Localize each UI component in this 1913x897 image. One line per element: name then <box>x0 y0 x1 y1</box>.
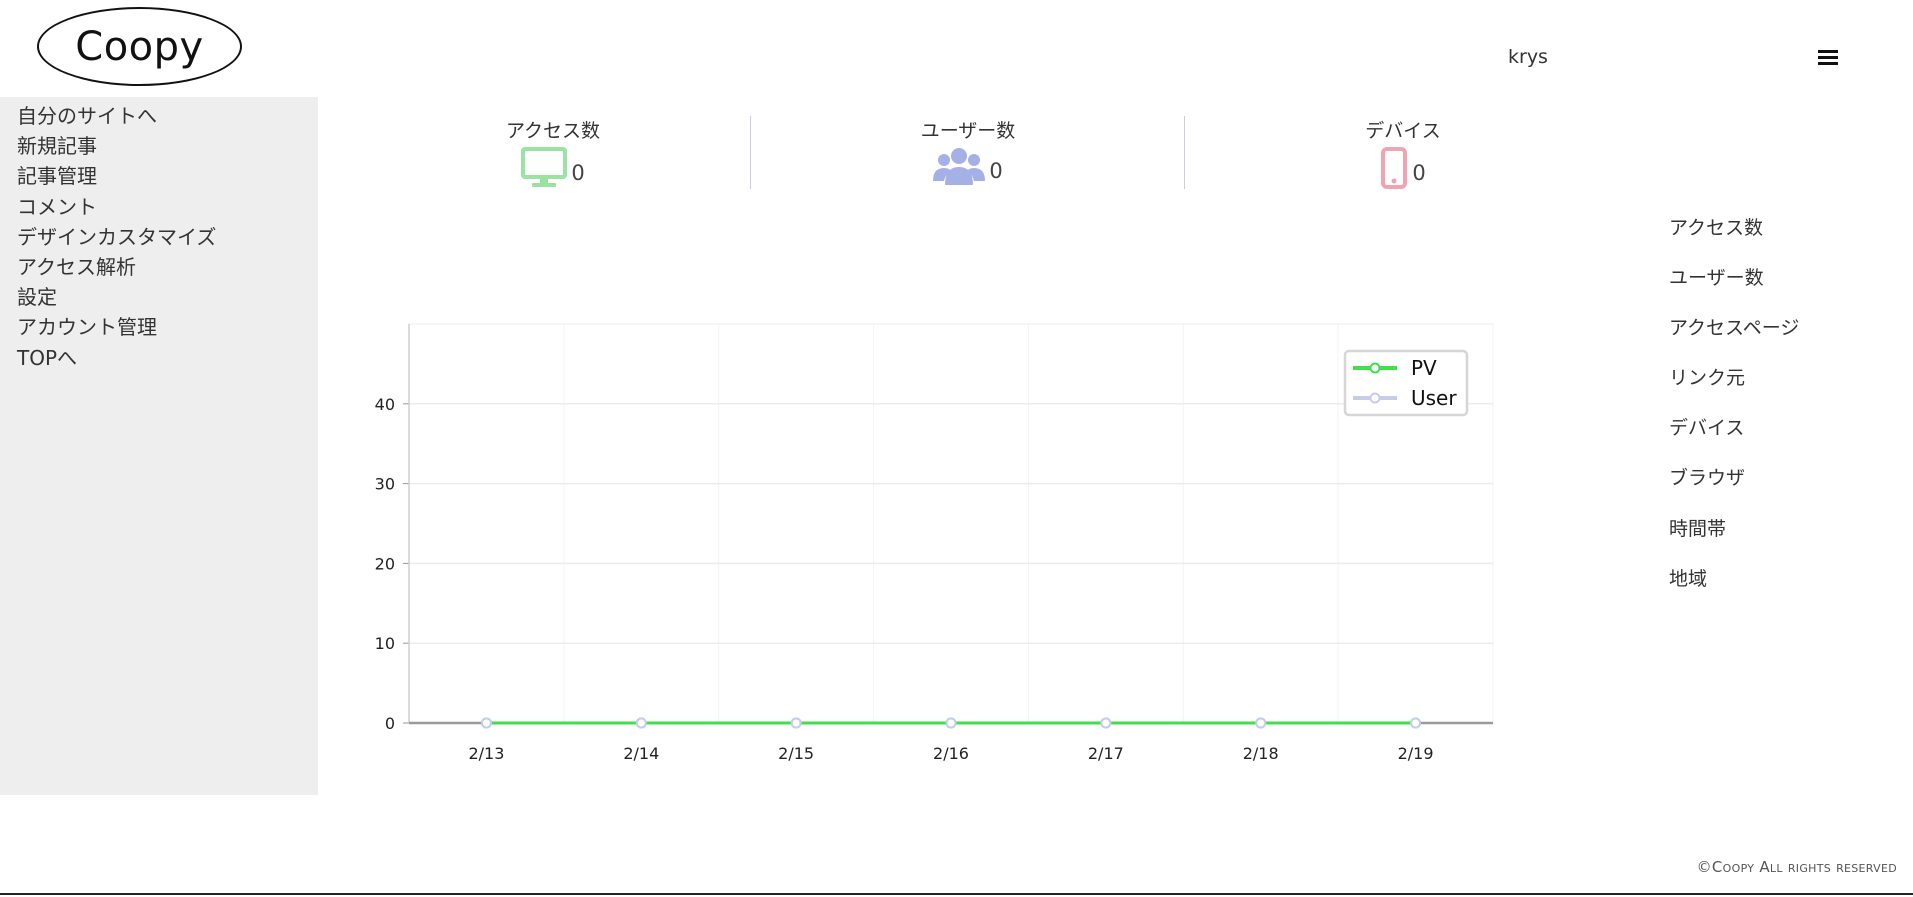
username[interactable]: krys <box>1508 46 1548 68</box>
sidebar-item-access-analytics[interactable]: アクセス解析 <box>17 255 136 280</box>
menu-item-time-of-day[interactable]: 時間帯 <box>1669 517 1727 540</box>
sidebar-item-account-management[interactable]: アカウント管理 <box>17 315 157 340</box>
divider <box>1184 116 1185 189</box>
menu-item-user-count[interactable]: ユーザー数 <box>1669 267 1764 290</box>
sidebar-item-article-management[interactable]: 記事管理 <box>17 164 97 189</box>
smartphone-icon <box>1381 147 1408 189</box>
x-tick-label: 2/16 <box>933 744 969 763</box>
hamburger-menu-icon[interactable] <box>1818 48 1840 66</box>
analytics-menu: アクセス数 ユーザー数 アクセスページ リンク元 デバイス ブラウザ 時間帯 地… <box>1669 212 1799 613</box>
sidebar-item-design-customize[interactable]: デザインカスタマイズ <box>17 224 217 249</box>
divider <box>750 116 751 189</box>
menu-item-access-count[interactable]: アクセス数 <box>1669 217 1764 239</box>
data-point-user <box>1100 717 1112 729</box>
y-tick-label: 30 <box>375 475 395 494</box>
sidebar-item-top[interactable]: TOPへ <box>17 345 78 370</box>
stat-user-count: ユーザー数 0 <box>868 117 1068 185</box>
x-tick-label: 2/19 <box>1398 744 1434 763</box>
x-tick-label: 2/13 <box>468 744 504 763</box>
x-tick-label: 2/18 <box>1243 744 1279 763</box>
access-line-chart: 0 10 20 30 40 2/13 2/14 2/15 2/16 2/17 2/18 2/19 PV U… <box>375 323 1494 763</box>
y-tick-label: 0 <box>385 714 395 733</box>
stat-value: 0 <box>1412 161 1426 185</box>
sidebar-item-comments[interactable]: コメント <box>17 194 97 219</box>
menu-item-region[interactable]: 地域 <box>1669 567 1708 590</box>
stat-value: 0 <box>571 161 585 185</box>
stat-value: 0 <box>989 159 1003 183</box>
monitor-icon <box>521 147 568 187</box>
data-point-user <box>790 717 802 729</box>
menu-item-browser[interactable]: ブラウザ <box>1669 467 1746 490</box>
sidebar: 自分のサイトへ 新規記事 記事管理 コメント デザインカスタマイズ アクセス解析… <box>0 97 318 795</box>
users-icon <box>933 148 986 185</box>
bottom-border <box>0 893 1913 895</box>
x-tick-label: 2/15 <box>778 744 814 763</box>
x-tick-label: 2/17 <box>1088 744 1124 763</box>
data-point-user <box>945 717 957 729</box>
y-tick-label: 10 <box>375 634 395 653</box>
menu-item-referrer[interactable]: リンク元 <box>1669 367 1746 390</box>
y-tick-label: 40 <box>375 395 395 414</box>
header: Coopy krys <box>0 0 1913 97</box>
stat-device: デバイス 0 <box>1303 117 1503 189</box>
x-tick-label: 2/14 <box>623 744 659 763</box>
sidebar-item-my-site[interactable]: 自分のサイトへ <box>17 104 157 128</box>
data-point-user <box>635 717 647 729</box>
sidebar-item-settings[interactable]: 設定 <box>17 285 57 310</box>
legend-label: User <box>1411 386 1457 410</box>
legend-label: PV <box>1411 356 1437 380</box>
stat-label: ユーザー数 <box>920 120 1016 142</box>
legend-marker-user <box>1369 392 1381 404</box>
stat-label: デバイス <box>1365 120 1441 142</box>
sidebar-item-new-article[interactable]: 新規記事 <box>17 134 97 159</box>
stat-label: アクセス数 <box>505 120 601 142</box>
legend-marker-pv <box>1369 362 1381 374</box>
plot-frame <box>408 323 1494 724</box>
copyright: ©Coopy All rights reserved <box>1696 858 1897 876</box>
data-point-user <box>480 717 492 729</box>
menu-item-device[interactable]: デバイス <box>1669 417 1745 440</box>
stat-access-count: アクセス数 0 <box>453 117 653 189</box>
y-tick-label: 20 <box>375 554 395 573</box>
logo[interactable]: Coopy <box>37 7 242 86</box>
menu-item-access-page[interactable]: アクセスページ <box>1669 317 1800 340</box>
data-point-user <box>1255 717 1267 729</box>
data-point-user <box>1410 717 1422 729</box>
